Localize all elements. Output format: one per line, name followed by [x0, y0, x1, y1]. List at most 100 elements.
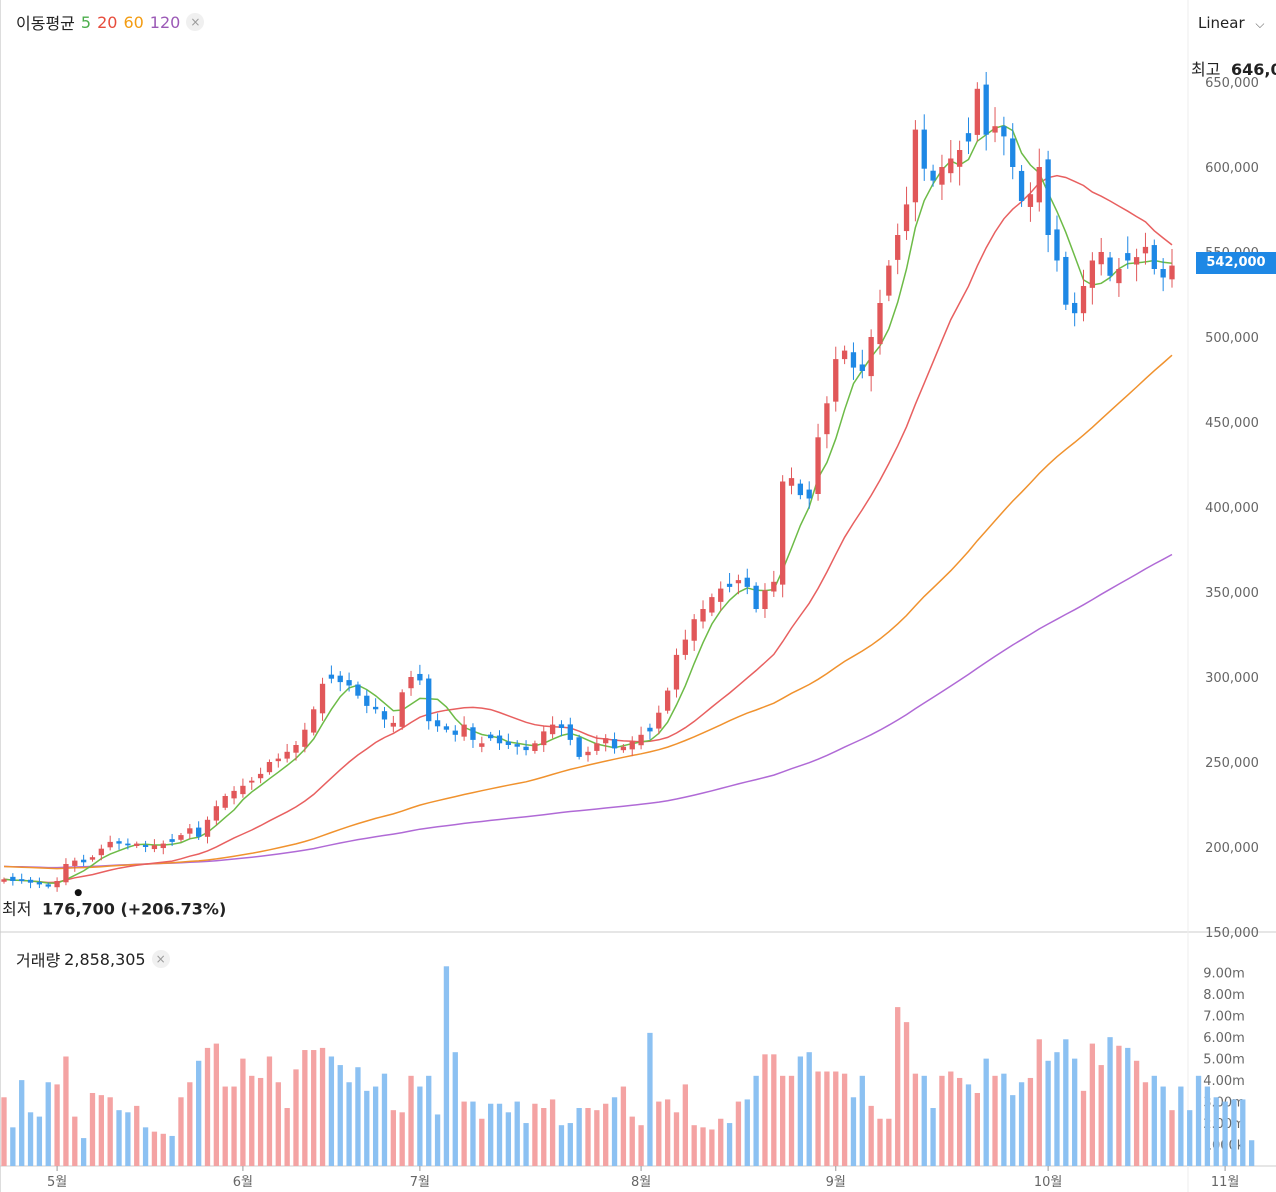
volume-bar	[868, 1105, 874, 1166]
candle-body	[629, 741, 635, 750]
volume-bar	[1107, 1037, 1113, 1166]
candle	[833, 346, 839, 412]
volume-bar	[700, 1127, 706, 1166]
candle-body	[1160, 269, 1166, 278]
volume-bar	[505, 1112, 512, 1166]
candle-body	[1018, 170, 1025, 201]
candle	[868, 329, 874, 392]
candle-body	[620, 746, 627, 751]
candle-body	[461, 724, 467, 737]
volume-bar	[1151, 1075, 1157, 1166]
ma-60-label[interactable]: 60	[123, 12, 144, 32]
volume-bar	[275, 1082, 281, 1166]
candle-body	[98, 848, 104, 856]
price-tick-label: 650,000	[1205, 76, 1259, 91]
candle	[364, 689, 370, 714]
candle-body	[833, 359, 839, 402]
candle-body	[284, 751, 290, 759]
candle	[213, 800, 220, 826]
ma-20-label[interactable]: 20	[97, 12, 118, 32]
candle-body	[337, 675, 343, 683]
volume-bar	[753, 1075, 759, 1166]
candle	[735, 574, 742, 595]
candle	[257, 767, 264, 784]
volume-bar	[1045, 1060, 1051, 1166]
volume-bar	[1160, 1086, 1166, 1166]
candle	[1142, 232, 1149, 265]
volume-bar	[824, 1071, 830, 1166]
candle-body	[788, 478, 795, 486]
candle-body	[479, 743, 485, 747]
candle	[939, 154, 945, 200]
candle-body	[443, 726, 450, 730]
volume-bar	[257, 1077, 264, 1166]
ma-120-label[interactable]: 120	[149, 12, 181, 32]
candle	[390, 715, 396, 733]
candle-body	[1010, 138, 1016, 167]
candle-body	[36, 882, 43, 885]
candle-body	[956, 150, 963, 167]
volume-bar	[1001, 1073, 1007, 1166]
candle-body	[700, 609, 706, 622]
candle-body	[10, 876, 16, 881]
candle-body	[664, 690, 671, 711]
candle	[346, 672, 352, 692]
candle	[160, 840, 166, 855]
scale-dropdown[interactable]: Linear ⌵	[1198, 14, 1265, 32]
volume-bar	[488, 1103, 494, 1166]
current-price-tag: 542,000	[1196, 252, 1276, 274]
candle-body	[603, 738, 609, 744]
candle-body	[355, 684, 361, 696]
candle-body	[160, 843, 166, 849]
candle-body	[107, 841, 113, 848]
volume-bar	[956, 1077, 963, 1166]
candle-body	[895, 235, 901, 260]
volume-bar	[372, 1086, 379, 1166]
candle	[1107, 252, 1113, 282]
volume-legend-label: 거래량	[16, 951, 61, 970]
candle	[726, 572, 733, 593]
volume-bar	[187, 1082, 193, 1166]
volume-bar	[541, 1108, 547, 1166]
candle	[169, 833, 175, 847]
candle-body	[275, 758, 281, 762]
candle-body	[797, 483, 804, 496]
candle-body	[673, 654, 680, 690]
candle	[956, 140, 963, 186]
candle-body	[505, 741, 512, 745]
volume-bar	[549, 1099, 556, 1166]
volume-bar	[1195, 1075, 1202, 1166]
candle-body	[1107, 257, 1113, 276]
candle	[1063, 251, 1069, 310]
candle-body	[735, 580, 742, 584]
volume-bar	[151, 1131, 158, 1166]
candle	[1018, 165, 1025, 207]
candle-body	[718, 588, 724, 602]
candle-body	[328, 674, 335, 679]
candle	[231, 786, 237, 805]
volume-bar	[204, 1047, 211, 1166]
candle-body	[488, 734, 494, 739]
candle	[753, 582, 759, 613]
candle-body	[426, 678, 432, 722]
candle	[620, 744, 627, 753]
ma-5-label[interactable]: 5	[80, 12, 92, 32]
volume-bar	[116, 1110, 122, 1166]
candle-body	[178, 835, 184, 840]
candle-body	[169, 839, 175, 842]
candle	[762, 583, 768, 618]
close-icon[interactable]: ×	[186, 13, 205, 31]
candle	[10, 873, 16, 886]
price-tick-label: 350,000	[1205, 586, 1259, 601]
close-icon[interactable]: ×	[151, 950, 170, 968]
volume-bar	[390, 1110, 396, 1166]
candle-body	[567, 724, 573, 740]
candle-body	[771, 581, 777, 592]
candle-body	[45, 884, 51, 887]
volume-bar	[125, 1112, 131, 1166]
candle	[80, 854, 87, 867]
candle	[850, 342, 857, 380]
volume-bar	[691, 1125, 697, 1166]
candle	[992, 107, 998, 143]
candle	[1, 877, 7, 884]
